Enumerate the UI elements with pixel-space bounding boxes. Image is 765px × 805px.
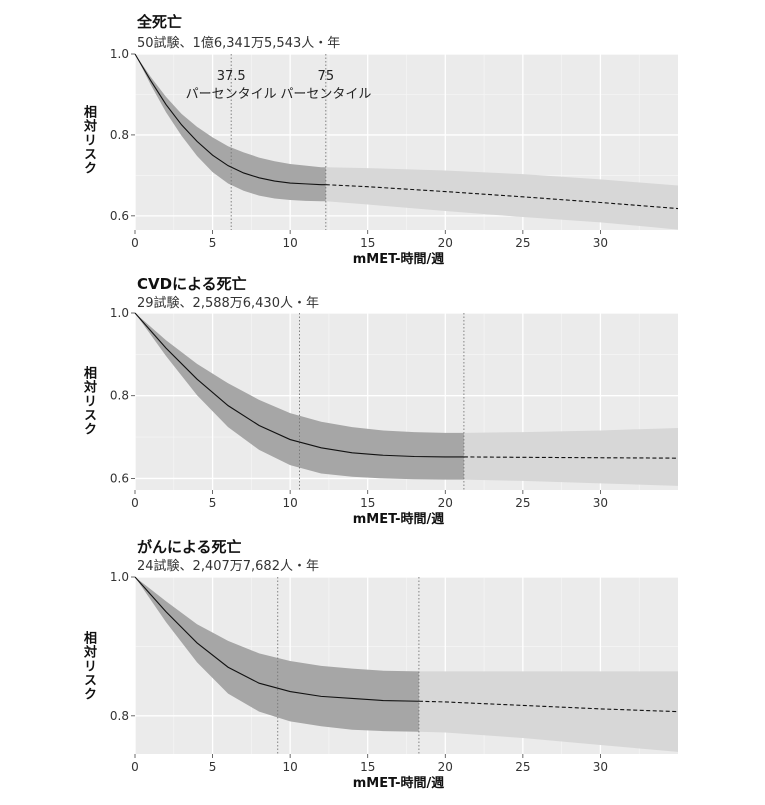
x-tick-label: 10	[283, 496, 298, 510]
x-tick-label: 25	[515, 236, 530, 250]
estimate-line	[134, 53, 326, 186]
ci-band-observed	[135, 577, 419, 732]
panel-cvd-mortality: CVDによる死亡 29試験、2,588万6,430人・年 相対リスク 0.6 0.…	[0, 268, 765, 536]
y-axis-label: 相対リスク	[81, 366, 96, 436]
x-tick-label: 10	[283, 760, 298, 774]
x-tick-label: 0	[131, 760, 139, 774]
x-axis-label: mMET-時間/週	[353, 251, 444, 267]
panel-cancer-mortality: がんによる死亡 24試験、2,407万7,682人・年 相対リスク 0.8 1.0…	[0, 536, 765, 805]
chart-plot: 0.6 0.8 1.0 0 5 10 15 20 25 30 mMET-時間/週 37.5 パーセンタイ…	[110, 47, 679, 267]
x-tick-label: 25	[515, 760, 530, 774]
chart-plot: 0.8 1.0 0 5 10 15 20 25 30 mMET-時間/週	[110, 570, 679, 791]
x-tick-label: 5	[209, 496, 217, 510]
ci-band-observed	[135, 54, 326, 202]
chart-title: がんによる死亡	[137, 538, 242, 556]
y-axis-label: 相対リスク	[81, 105, 96, 175]
estimate-line	[134, 576, 419, 702]
chart-subtitle: 50試験、1億6,341万5,543人・年	[137, 36, 341, 51]
y-tick-label: 0.8	[110, 389, 129, 403]
x-tick-label: 30	[593, 236, 608, 250]
x-tick-label: 20	[438, 496, 453, 510]
x-axis-label: mMET-時間/週	[353, 775, 444, 791]
chart-subtitle: 24試験、2,407万7,682人・年	[137, 559, 319, 574]
x-axis-label: mMET-時間/週	[353, 511, 444, 527]
y-tick-label: 1.0	[110, 306, 129, 320]
x-tick-label: 15	[360, 236, 375, 250]
percentile-value-label: 75	[318, 69, 335, 84]
y-tick-label: 1.0	[110, 570, 129, 584]
chart-subtitle: 29試験、2,588万6,430人・年	[137, 296, 319, 311]
x-tick-label: 5	[209, 760, 217, 774]
estimate-line-extrapolated	[418, 700, 679, 713]
ci-band-extrapolated	[325, 167, 678, 230]
x-tick-label: 10	[283, 236, 298, 250]
estimate-line	[134, 312, 464, 458]
x-tick-label: 15	[360, 760, 375, 774]
x-tick-label: 20	[438, 760, 453, 774]
x-tick-label: 30	[593, 760, 608, 774]
x-tick-label: 15	[360, 496, 375, 510]
x-tick-label: 0	[131, 496, 139, 510]
chart-title: CVDによる死亡	[137, 275, 247, 293]
ci-band-observed	[135, 313, 464, 480]
percentile-text-label: パーセンタイル	[280, 87, 371, 102]
y-axis-label: 相対リスク	[81, 631, 96, 701]
y-tick-label: 0.8	[110, 709, 129, 723]
percentile-value-label: 37.5	[217, 69, 246, 84]
y-tick-label: 1.0	[110, 47, 129, 61]
chart-title: 全死亡	[137, 13, 183, 31]
x-tick-label: 25	[515, 496, 530, 510]
estimate-line-extrapolated	[325, 184, 679, 210]
ci-band-extrapolated	[418, 671, 678, 752]
ci-band-extrapolated	[463, 427, 678, 486]
estimate-line-extrapolated	[463, 456, 679, 459]
chart-plot: 0.6 0.8 1.0 0 5 10 15 20 25 30 mMET-時間/週	[110, 306, 679, 527]
x-tick-label: 30	[593, 496, 608, 510]
y-tick-label: 0.6	[110, 209, 129, 223]
x-tick-label: 20	[438, 236, 453, 250]
panel-all-cause-mortality: 全死亡 50試験、1億6,341万5,543人・年 相対リスク 0.6 0.8 1.…	[0, 0, 765, 268]
y-tick-label: 0.6	[110, 471, 129, 485]
percentile-text-label: パーセンタイル	[186, 87, 277, 102]
x-tick-label: 5	[209, 236, 217, 250]
x-tick-label: 0	[131, 236, 139, 250]
y-tick-label: 0.8	[110, 128, 129, 142]
